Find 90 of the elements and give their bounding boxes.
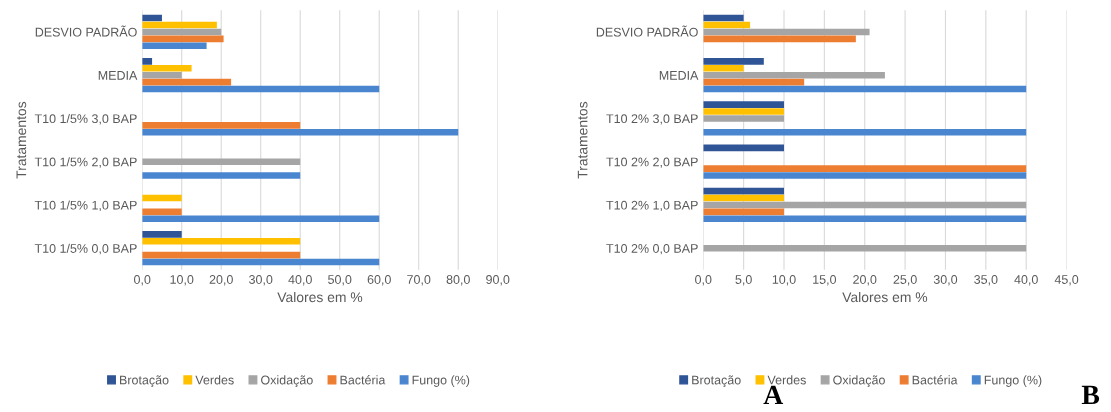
bar	[142, 35, 224, 43]
bar	[703, 244, 1027, 252]
text: B	[1081, 385, 1100, 405]
legend-label: Verdes	[767, 375, 806, 385]
bar	[703, 172, 1027, 179]
legend-label: Bactéria	[912, 375, 958, 385]
x-axis-title: Valores em %	[842, 291, 928, 303]
x-tick-label: 15,0	[813, 275, 837, 286]
bar	[142, 64, 192, 72]
x-tick-label: 5,0	[735, 275, 752, 286]
legend-label: Oxidação	[833, 375, 885, 387]
bar	[703, 194, 784, 202]
bar	[142, 194, 182, 202]
bar	[703, 101, 784, 108]
y-tick-label: T10 2% 3,0 BAP	[606, 114, 698, 125]
x-axis-title: Valores em %	[277, 291, 363, 303]
legend-label: Verdes	[195, 375, 234, 385]
bar	[703, 64, 744, 72]
bar	[142, 231, 182, 238]
bar	[703, 208, 784, 216]
x-tick-label: 40,0	[1014, 275, 1038, 286]
y-tick-label: T10 2% 1,0 BAP	[606, 200, 698, 212]
x-tick-label: 10,0	[772, 275, 796, 286]
y-tick-label: T10 1/5% 2,0 BAP	[34, 157, 137, 168]
bar	[142, 58, 153, 65]
bar	[142, 172, 301, 179]
y-tick-label: T10 2% 2,0 BAP	[606, 157, 698, 168]
x-tick-label: 0,0	[695, 275, 712, 286]
bar	[703, 71, 885, 79]
bar	[703, 78, 805, 86]
y-tick-label: DESVIO PADRÃO	[35, 25, 137, 37]
x-tick-label: 90,0	[486, 275, 510, 286]
y-tick-label: MEDIA	[98, 71, 138, 80]
bar	[142, 158, 301, 165]
bar	[703, 85, 1027, 93]
legend-label: Brotação	[120, 375, 169, 387]
bar	[703, 129, 1027, 136]
legend-label: Fungo (%)	[984, 375, 1042, 387]
x-tick-label: 20,0	[853, 275, 877, 286]
bar	[142, 85, 380, 93]
x-tick-label: 10,0	[170, 275, 194, 286]
bar	[142, 42, 207, 50]
bar	[142, 28, 222, 36]
x-tick-label: 60,0	[367, 275, 391, 286]
legend-label: Brotação	[692, 375, 741, 387]
bar	[142, 129, 459, 136]
x-tick-label: 45,0	[1054, 275, 1079, 286]
legend-label: Oxidação	[261, 375, 313, 387]
x-tick-label: 50,0	[328, 275, 352, 286]
bar	[703, 201, 1027, 209]
x-tick-label: 70,0	[407, 275, 431, 286]
bar	[703, 215, 1027, 223]
bar	[142, 122, 301, 129]
y-tick-label: MEDIA	[659, 71, 699, 80]
x-tick-label: 35,0	[974, 275, 998, 286]
bar	[703, 21, 751, 29]
bar	[703, 108, 784, 115]
bar	[703, 165, 1027, 172]
x-tick-label: 40,0	[288, 275, 312, 286]
legend-label: Bactéria	[340, 375, 386, 385]
bar	[703, 187, 784, 195]
bar	[703, 115, 784, 122]
bar	[142, 208, 182, 216]
x-tick-label: 30,0	[933, 275, 958, 286]
bar	[703, 144, 784, 152]
y-tick-label: T10 1/5% 1,0 BAP	[34, 200, 137, 212]
bar	[142, 258, 380, 266]
x-tick-label: 20,0	[209, 275, 233, 286]
bar	[703, 35, 856, 43]
bar	[703, 28, 870, 36]
y-axis-title: Tratamentos	[16, 101, 27, 179]
legend-label: Fungo (%)	[412, 375, 470, 387]
bar	[142, 71, 182, 79]
x-tick-label: 0,0	[134, 275, 151, 286]
bar	[142, 215, 380, 223]
bar	[142, 21, 217, 29]
y-tick-label: DESVIO PADRÃO	[596, 25, 698, 37]
bar	[142, 238, 301, 245]
y-axis-title: Tratamentos	[577, 101, 588, 179]
bar	[703, 58, 764, 65]
y-tick-label: T10 1/5% 3,0 BAP	[34, 113, 137, 125]
text: A	[763, 385, 784, 405]
bar	[703, 14, 744, 22]
bar	[142, 78, 232, 86]
x-tick-label: 30,0	[249, 275, 273, 286]
bar	[142, 251, 301, 259]
x-tick-label: 80,0	[446, 275, 470, 286]
y-tick-label: T10 1/5% 0,0 BAP	[34, 243, 137, 255]
y-tick-label: T10 2% 0,0 BAP	[606, 244, 698, 255]
x-tick-label: 25,0	[893, 275, 917, 286]
